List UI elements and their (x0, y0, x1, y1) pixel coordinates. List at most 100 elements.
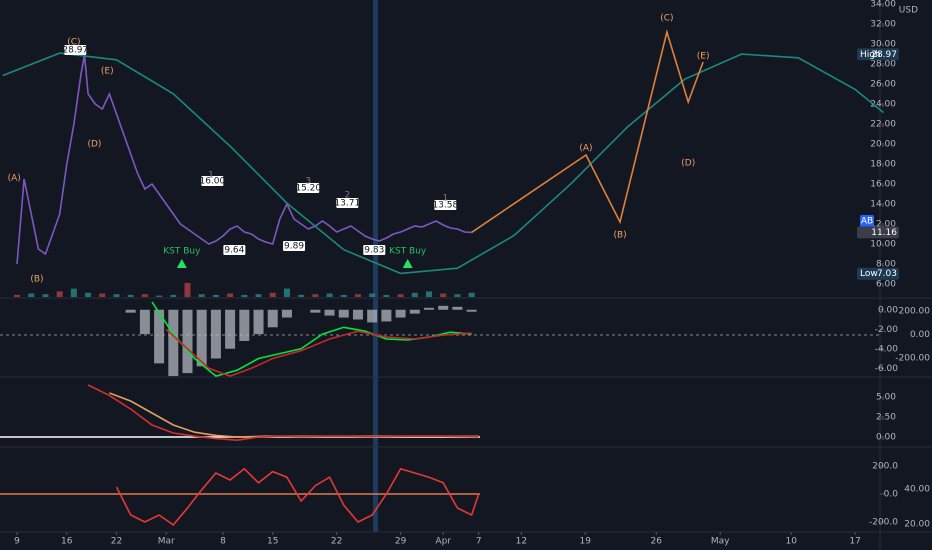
series-line (165, 328, 472, 377)
x-tick-label: May (711, 537, 730, 547)
y-tick-label: -2.00 (875, 325, 899, 335)
volume-bar (440, 293, 447, 297)
y-tick-label: 6.00 (876, 280, 896, 290)
badge-value: 7.03 (877, 269, 897, 279)
price-box (434, 200, 457, 210)
y-tick-label: 0.00 (876, 433, 896, 443)
volume-bar (283, 288, 290, 297)
volume-bar (241, 294, 248, 297)
wave-label: (B) (613, 231, 626, 241)
price-label: 16.00 (199, 177, 225, 187)
y-tick-label: 22.00 (870, 120, 896, 130)
x-tick-label: 22 (111, 537, 122, 547)
wave-label: (E) (101, 67, 114, 77)
histogram-bar (139, 309, 150, 335)
histogram-bar (395, 309, 406, 318)
series-line (16, 54, 472, 265)
signal-arrow (402, 259, 413, 268)
volume-bar (326, 293, 333, 297)
x-tick-label: Apr (435, 537, 451, 547)
histogram-bar (182, 309, 193, 374)
y2-tick-label: 200.00 (899, 307, 931, 317)
histogram-bar (352, 309, 363, 320)
wave-label: (D) (681, 159, 695, 169)
volume-bar (255, 294, 262, 297)
volume-bar (42, 294, 49, 297)
volume-bar (28, 293, 35, 297)
wave-label: (B) (30, 275, 43, 285)
x-tick-label: 29 (395, 537, 407, 547)
volume-bar (383, 294, 390, 297)
y-tick-label: 34.00 (870, 0, 896, 10)
volume-bar (312, 294, 319, 297)
badge-label: Low (860, 269, 878, 279)
volume-bar (468, 292, 475, 297)
y-tick-label: 32.00 (870, 20, 896, 30)
histogram-bar (367, 309, 378, 323)
histogram-bar (310, 309, 321, 313)
y2-tick-label: 0.00 (910, 330, 930, 340)
x-tick-label: 15 (267, 537, 278, 547)
y-tick-label: 2.50 (876, 413, 896, 423)
price-label: 15.20 (295, 184, 321, 194)
volume-bar (369, 293, 376, 297)
y-tick-label: 12.00 (870, 220, 896, 230)
histogram-bar (438, 305, 449, 310)
y-tick-label: 28.00 (870, 60, 896, 70)
wave-label: (A) (8, 174, 21, 184)
y-tick-label: 200.0 (872, 461, 898, 471)
y2-tick-label: 40.00 (904, 484, 930, 494)
y-tick-label: 30.00 (870, 40, 896, 50)
volume-bar (227, 293, 234, 297)
histogram-bar (324, 309, 335, 316)
price-box (283, 241, 306, 251)
volume-bar (354, 294, 361, 297)
volume-bar (212, 294, 219, 297)
price-label: 9.83 (364, 246, 384, 256)
histogram-bar (239, 309, 250, 341)
price-badge (860, 215, 874, 227)
highlight-column (373, 0, 378, 532)
y-tick-label: 8.00 (876, 260, 896, 270)
y-tick-label: 18.00 (870, 160, 896, 170)
volume-bar (184, 283, 191, 297)
histogram-bar (225, 309, 236, 349)
x-tick-label: 12 (516, 537, 527, 547)
y-tick-label: -6.00 (875, 364, 899, 374)
series-line (87, 384, 479, 442)
y-tick-label: -200.0 (869, 518, 898, 528)
volume-bar (156, 295, 163, 297)
histogram-bar (196, 309, 207, 367)
volume-bar (170, 294, 177, 297)
badge-value: 11.16 (871, 228, 897, 238)
price-box (363, 245, 386, 255)
histogram-bar (154, 309, 165, 364)
wave-count: 3 (305, 177, 311, 187)
volume-bar (141, 294, 148, 297)
y-tick-label: 0.00 (878, 305, 898, 315)
price-box (64, 45, 87, 55)
x-tick-label: 16 (61, 537, 73, 547)
volume-bar (14, 294, 21, 297)
signal-arrow (176, 259, 187, 268)
x-tick-label: 22 (331, 537, 342, 547)
x-tick-label: 8 (220, 537, 226, 547)
volume-bar (298, 294, 305, 297)
y-tick-label: -4.00 (875, 344, 899, 354)
series-line (2, 52, 885, 275)
volume-bar (425, 291, 432, 297)
histogram-bar (267, 309, 278, 328)
wave-count: 2 (344, 191, 350, 201)
volume-bar (113, 294, 120, 297)
y-tick-label: 0.0 (884, 490, 899, 500)
badge-label: High (860, 50, 881, 60)
histogram-bar (423, 307, 434, 310)
price-label: 9.64 (224, 246, 244, 256)
histogram-bar (466, 309, 477, 312)
x-tick-label: 10 (785, 537, 797, 547)
histogram-bar (210, 309, 221, 359)
y-tick-label: 26.00 (870, 80, 896, 90)
histogram-bar (338, 309, 349, 318)
